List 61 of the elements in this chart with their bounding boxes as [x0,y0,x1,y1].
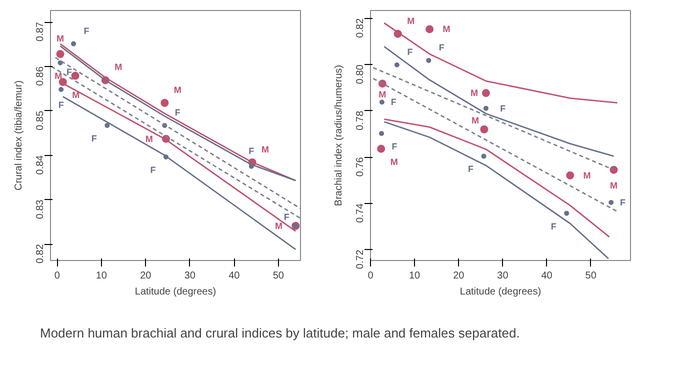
x-tick-label: 30 [497,270,509,282]
text: F [58,100,64,110]
x-tick-label: 40 [228,270,240,282]
y-tick-label: 0.82 [35,244,46,264]
x-tick-label: 10 [409,270,421,282]
text: M [583,170,591,180]
series-label: M [54,70,62,81]
text: F [150,165,156,176]
y-tick-label: 0.87 [35,22,46,42]
series-label: F [620,197,626,208]
text: F [392,142,398,152]
x-tick-label: 20 [453,270,465,282]
y-tick-label: 0.85 [35,110,46,130]
y-tick-label: 0.82 [355,18,366,38]
text: M [114,62,122,72]
text: F [84,26,90,36]
text: F [468,164,474,174]
x-tick-label: 0 [368,270,374,282]
text: F [91,134,97,144]
text: F [438,42,444,52]
x-tick-label: 10 [96,270,108,282]
text: F [174,108,180,118]
series-label: M [471,115,479,126]
text: M [407,16,415,26]
y-tick-label: 0.78 [355,110,366,130]
x-tick-label: 0 [54,270,60,282]
text: M [378,89,386,100]
y-tick-label: 0.80 [355,64,366,84]
text: M [442,24,450,34]
text: M [470,88,478,98]
text: F [284,212,290,222]
text: M [274,220,282,231]
y-tick-label: 0.83 [35,199,46,220]
y-axis-title: Brachial index (radius/humerus) [334,64,344,206]
text: M [610,180,618,190]
y-tick-label: 0.84 [35,154,46,175]
text: M [174,84,182,95]
x-tick-label: 30 [184,270,196,282]
text: F [407,46,413,57]
y-tick-label: 0.72 [355,249,366,270]
text: M [145,134,153,144]
x-tick-label: 50 [272,270,284,282]
text: M [262,144,270,154]
text: F [390,97,396,108]
y-axis-title: Crural index (tibia/femur) [14,80,24,191]
text: Modern human brachial and crural indices by latitude; male and females separated. [40,326,520,340]
y-tick-label: 0.76 [355,156,366,177]
x-tick-label: 50 [585,270,597,282]
text: M [72,90,80,100]
text: M [390,156,398,167]
x-axis-title: Latitude (degrees) [134,286,216,298]
x-axis-title: Latitude (degrees) [460,286,542,298]
text: M [56,33,64,44]
text: F [550,221,556,232]
text: F [248,146,254,156]
y-tick-label: 0.86 [35,66,46,86]
series-label: F [66,66,72,77]
x-tick-label: 40 [541,270,553,282]
x-tick-label: 20 [140,270,152,282]
y-tick-label: 0.74 [355,202,366,223]
text: F [500,103,506,114]
